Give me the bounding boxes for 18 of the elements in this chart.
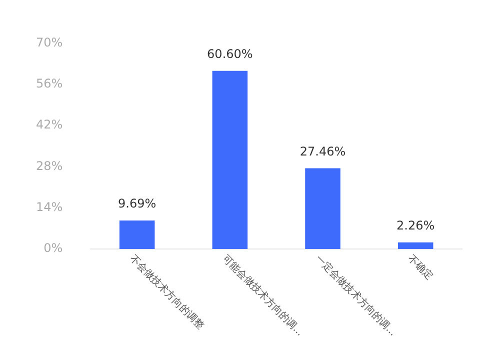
y-tick-label: 14% xyxy=(36,200,63,214)
x-tick-label: 可能会做技术方向的调... xyxy=(220,252,306,338)
y-tick-label: 42% xyxy=(36,118,63,132)
y-tick-label: 28% xyxy=(36,158,63,173)
data-label: 60.60% xyxy=(207,46,253,61)
x-tick-label: 不会做技术方向的调整 xyxy=(127,252,206,332)
data-label: 9.69% xyxy=(118,196,156,211)
bar xyxy=(305,168,340,249)
bar xyxy=(119,220,155,249)
y-tick-label: 0% xyxy=(44,241,63,256)
x-tick-label: 一定会做技术方向的调... xyxy=(312,252,399,338)
x-tick-label: 不确定 xyxy=(406,252,436,282)
data-label: 2.26% xyxy=(396,218,435,232)
y-tick-label: 56% xyxy=(36,76,63,90)
y-tick-label: 70% xyxy=(36,35,63,50)
data-label: 27.46% xyxy=(300,144,346,158)
bar xyxy=(398,242,434,249)
bar xyxy=(212,70,248,249)
